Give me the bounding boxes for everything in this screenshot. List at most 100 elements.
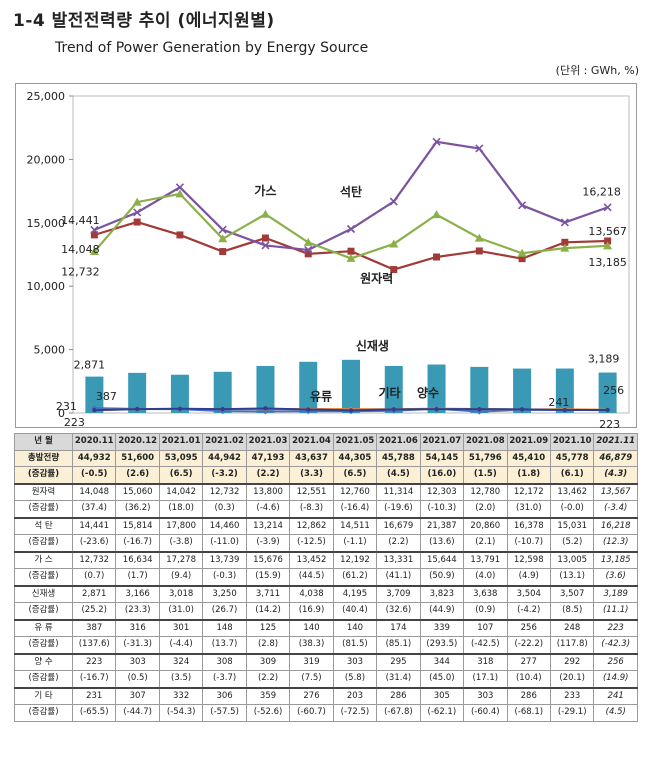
table-cell: 45,410 bbox=[506, 449, 551, 467]
table-cell: 301 bbox=[158, 618, 204, 637]
table-cell: (-23.6) bbox=[71, 534, 117, 552]
table-cell: (117.8) bbox=[549, 636, 595, 654]
table-cell: (45.0) bbox=[419, 670, 465, 688]
point-가스 bbox=[560, 243, 570, 252]
table-cell: 256 bbox=[593, 652, 638, 671]
point-기타 bbox=[134, 406, 140, 412]
table-cell: (-31.3) bbox=[115, 636, 160, 654]
data-label: 387 bbox=[96, 390, 117, 403]
data-label: 231 bbox=[56, 400, 77, 413]
table-cell: (-3.7) bbox=[202, 670, 247, 688]
table-cell: (-60.4) bbox=[463, 704, 508, 722]
series-label-신재생: 신재생 bbox=[356, 338, 389, 353]
table-cell: (12.3) bbox=[593, 534, 638, 552]
table-cell: (1.7) bbox=[115, 568, 160, 586]
table-cell: 3,250 bbox=[202, 584, 247, 603]
table-cell: 3,166 bbox=[115, 584, 160, 603]
table-cell: 2,871 bbox=[71, 584, 117, 603]
row-header: (증감률) bbox=[14, 636, 73, 654]
table-cell: (-4.6) bbox=[245, 500, 291, 518]
table-cell: (4.0) bbox=[463, 568, 508, 586]
table-cell: 306 bbox=[202, 686, 247, 705]
table-header-cell: 2021.09 bbox=[506, 433, 551, 451]
table-header-cell: 2020.12 bbox=[115, 433, 160, 451]
table-cell: 303 bbox=[332, 652, 378, 671]
table-cell: 3,504 bbox=[506, 584, 551, 603]
point-원자력 bbox=[304, 250, 312, 258]
table-cell: 248 bbox=[549, 618, 595, 637]
chart-frame bbox=[15, 83, 637, 428]
point-원자력 bbox=[604, 237, 612, 245]
table-row: 석 탄 14,441 15,814 17,800 14,460 13,214 12,862 1… bbox=[14, 516, 638, 535]
unit-label: (단위 : GWh, %) bbox=[555, 64, 639, 77]
bar-신재생 bbox=[256, 365, 275, 413]
point-원자력 bbox=[219, 248, 227, 256]
table-cell: (-65.5) bbox=[71, 704, 117, 722]
table-cell: 305 bbox=[419, 686, 465, 705]
table-cell: 292 bbox=[549, 652, 595, 671]
point-석탄 bbox=[261, 241, 270, 250]
table-cell: 339 bbox=[419, 618, 465, 637]
series-label-기타: 기타 bbox=[378, 385, 400, 400]
point-원자력 bbox=[390, 266, 398, 274]
table-cell: (-62.1) bbox=[419, 704, 465, 722]
table-cell: 140 bbox=[332, 618, 378, 637]
table-cell: 332 bbox=[158, 686, 204, 705]
table-cell: 45,778 bbox=[549, 449, 595, 467]
table-cell: (4.5) bbox=[593, 704, 638, 722]
table-header-cell: 2021.01 bbox=[158, 433, 204, 451]
table-header-cell: 2021.03 bbox=[245, 433, 291, 451]
table-row: (증감률) (-23.6) (-16.7) (-3.8) (-11.0) (-3.9) (-… bbox=[14, 534, 638, 552]
point-원자력 bbox=[176, 231, 184, 239]
series-label-양수: 양수 bbox=[417, 385, 439, 400]
point-가스 bbox=[603, 241, 613, 250]
table-cell: 51,796 bbox=[463, 449, 508, 467]
point-가스 bbox=[474, 233, 484, 242]
table-cell: 14,048 bbox=[71, 482, 117, 501]
table-cell: 3,018 bbox=[158, 584, 204, 603]
table-cell: (0.9) bbox=[463, 602, 508, 620]
table-cell: 16,634 bbox=[115, 550, 160, 569]
point-기타 bbox=[519, 407, 525, 412]
table-cell: (44.5) bbox=[289, 568, 334, 586]
table-cell: 148 bbox=[202, 618, 247, 637]
table-cell: 14,460 bbox=[202, 516, 247, 535]
table-cell: (20.1) bbox=[549, 670, 595, 688]
table-cell: 17,800 bbox=[158, 516, 204, 535]
table-cell: 231 bbox=[71, 686, 117, 705]
table-cell: 13,800 bbox=[245, 482, 291, 501]
table-cell: 11,314 bbox=[376, 482, 421, 501]
point-가스 bbox=[218, 234, 228, 243]
table-cell: 14,441 bbox=[71, 516, 117, 535]
table-cell: (-42.3) bbox=[593, 636, 638, 654]
table-cell: (-72.5) bbox=[332, 704, 378, 722]
table-cell: (2.2) bbox=[376, 534, 421, 552]
point-기타 bbox=[177, 406, 183, 411]
bar-신재생 bbox=[598, 372, 617, 413]
table-row: 신재생 2,871 3,166 3,018 3,250 3,711 4,038 4,195 3,… bbox=[14, 584, 638, 603]
point-기타 bbox=[263, 406, 268, 411]
row-header: 석 탄 bbox=[14, 516, 73, 535]
table-cell: (1.8) bbox=[506, 466, 551, 484]
table-cell: (3.6) bbox=[593, 568, 638, 586]
data-label: 223 bbox=[599, 418, 620, 428]
table-cell: (15.9) bbox=[245, 568, 291, 586]
table-cell: (13.6) bbox=[419, 534, 465, 552]
data-label: 14,048 bbox=[61, 243, 100, 256]
row-header: (증감률) bbox=[14, 500, 73, 518]
bar-신재생 bbox=[513, 368, 532, 413]
table-row: (증감률) (25.2) (23.3) (31.0) (26.7) (14.2) (16.9… bbox=[14, 602, 638, 620]
table-cell: 359 bbox=[245, 686, 291, 705]
table-cell: (37.4) bbox=[71, 500, 117, 518]
table-cell: 319 bbox=[289, 652, 334, 671]
table-cell: (18.0) bbox=[158, 500, 204, 518]
table-cell: (-42.5) bbox=[463, 636, 508, 654]
table-header-cell: 2020.11 bbox=[71, 433, 117, 451]
y-tick-label: 25,000 bbox=[27, 90, 66, 103]
table-cell: 13,214 bbox=[245, 516, 291, 535]
table-cell: 316 bbox=[115, 618, 160, 637]
point-석탄 bbox=[603, 203, 612, 212]
table-cell: (-22.2) bbox=[506, 636, 551, 654]
table-cell: 3,507 bbox=[549, 584, 595, 603]
table-cell: (-10.3) bbox=[419, 500, 465, 518]
